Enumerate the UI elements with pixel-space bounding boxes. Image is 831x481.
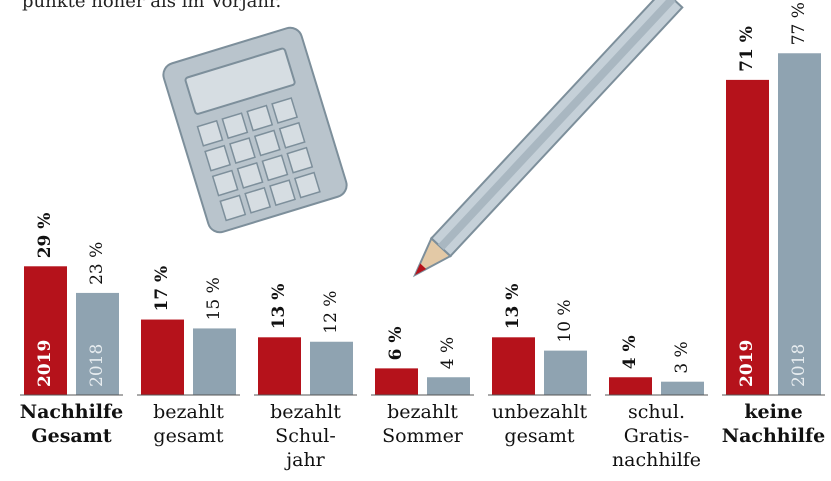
x-tick-label: bezahlt — [153, 401, 224, 423]
value-label: 4 % — [620, 335, 640, 369]
x-tick-label: schul. — [628, 401, 685, 423]
bar — [141, 319, 184, 395]
x-tick-label: Sommer — [382, 425, 464, 447]
value-label: 17 % — [152, 266, 172, 312]
value-label: 3 % — [672, 341, 692, 373]
value-label: 10 % — [555, 299, 575, 342]
x-tick-label: Nachhilfe — [722, 425, 826, 447]
value-label: 6 % — [386, 326, 406, 360]
value-label: 29 % — [35, 213, 55, 259]
series-label: 2018 — [87, 344, 107, 387]
x-tick-label: unbezahlt — [492, 401, 588, 423]
x-tick-label: gesamt — [504, 425, 575, 447]
bar — [258, 337, 301, 395]
value-label: 15 % — [204, 277, 224, 320]
value-label: 13 % — [269, 284, 289, 330]
bar — [661, 381, 704, 395]
bar — [24, 266, 67, 395]
calculator-illustration — [162, 26, 348, 234]
value-label: 13 % — [503, 284, 523, 330]
bar — [492, 337, 535, 395]
bar — [427, 377, 470, 395]
series-label: 2019 — [737, 340, 757, 387]
x-tick-label: Schul- — [275, 425, 336, 447]
x-tick-label: jahr — [284, 449, 325, 471]
x-tick-label: nachhilfe — [612, 449, 701, 471]
bar — [609, 377, 652, 395]
bar — [778, 53, 821, 396]
x-tick-label: bezahlt — [387, 401, 458, 423]
value-label: 23 % — [87, 242, 107, 285]
series-label: 2019 — [35, 340, 55, 387]
x-tick-label: bezahlt — [270, 401, 341, 423]
bar — [76, 292, 119, 395]
x-tick-label: keine — [744, 401, 802, 423]
bar — [544, 350, 587, 395]
pencil-illustration — [412, 0, 684, 278]
value-label: 77 % — [789, 2, 809, 45]
value-label: 12 % — [321, 291, 341, 334]
bar — [310, 341, 353, 395]
subtitle: punkte höher als im Vorjahr. — [22, 0, 281, 12]
value-label: 71 % — [737, 26, 757, 72]
x-tick-label: gesamt — [153, 425, 224, 447]
x-tick-label: Gratis- — [624, 425, 689, 447]
bar — [726, 79, 769, 396]
series-label: 2018 — [789, 344, 809, 387]
x-tick-label: Gesamt — [31, 425, 111, 447]
x-tick-label: Nachhilfe — [20, 401, 124, 423]
value-label: 4 % — [438, 337, 458, 369]
bar — [193, 328, 236, 395]
bar — [375, 368, 418, 395]
